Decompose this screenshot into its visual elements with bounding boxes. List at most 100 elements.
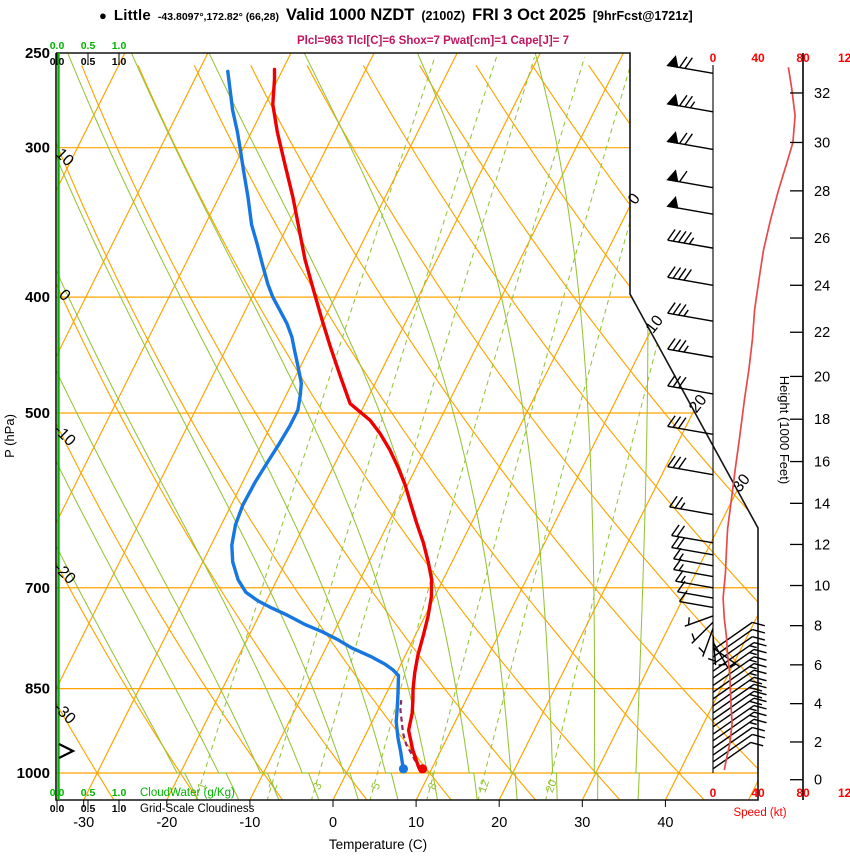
- wind-barb: [712, 628, 766, 658]
- wind-barb: [712, 690, 767, 721]
- temperature-tick-label: 10: [408, 815, 424, 831]
- temperature-tick-label: -10: [239, 815, 260, 831]
- moist-adiabat-line: [67, 53, 399, 800]
- speed-axis-title: Speed (kt): [733, 807, 786, 819]
- wind-barb: [712, 697, 767, 728]
- isotherm-line: [329, 53, 709, 800]
- wind-speed-curve: [722, 67, 796, 771]
- isotherm-line: [246, 53, 626, 800]
- parcel-path: [399, 700, 421, 770]
- wind-barb: [698, 628, 714, 657]
- pressure-tick-label: 300: [25, 140, 50, 157]
- surface-dewpoint-dot: [398, 764, 409, 774]
- forecast-run-info: [9hrFcst@1721z]: [592, 9, 693, 23]
- isotherm-line: [163, 53, 543, 800]
- wind-barb: [667, 338, 714, 358]
- speed-tick-label-top: 0: [710, 51, 717, 65]
- temperature-tick-label: 40: [657, 815, 673, 831]
- height-tick-label: 24: [814, 278, 830, 294]
- mixing-ratio-line: [369, 56, 586, 800]
- height-tick-label: 14: [814, 496, 830, 512]
- valid-date: FRI 3 Oct 2025: [472, 6, 586, 24]
- wind-barb: [678, 590, 714, 609]
- height-tick-label: 32: [814, 86, 830, 102]
- pressure-tick-label: 400: [25, 289, 50, 306]
- wind-barb: [684, 615, 714, 627]
- wind-barb: [712, 733, 766, 763]
- valid-time: Valid 1000 NZDT: [285, 6, 415, 24]
- wind-barb: [691, 621, 714, 644]
- valid-time-utc: (2100Z): [421, 9, 466, 23]
- mixing-ratio-line: [544, 56, 735, 800]
- sounding-profiles: [226, 67, 434, 774]
- isotherm-line: [496, 53, 758, 800]
- mixing-ratio-label: 20: [544, 778, 560, 794]
- height-tick-label: 30: [814, 135, 830, 151]
- height-tick-label: 8: [814, 619, 822, 635]
- sounding-parameters: Plcl=963 Tlcl[C]=6 Shox=7 Pwat[cm]=1 Cap…: [297, 35, 569, 47]
- cloudiness-scale-top: 0.0: [50, 56, 65, 68]
- pressure-tick-label: 850: [25, 681, 50, 698]
- moist-adiabat-line: [56, 53, 280, 800]
- temperature-tick-label: 20: [491, 815, 507, 831]
- dry-adiabat-line: [193, 65, 706, 800]
- surface-temperature-dot: [417, 764, 428, 774]
- wind-barb: [712, 621, 766, 651]
- wind-barb: [671, 536, 714, 556]
- mixing-ratio-line: [266, 56, 497, 800]
- temperature-tick-label: 30: [574, 815, 590, 831]
- station-bullet-icon: ●: [99, 8, 107, 23]
- height-tick-label: 2: [814, 735, 822, 751]
- pressure-axis-title: P (hPa): [2, 414, 17, 458]
- mixing-ratio-line: [310, 56, 536, 800]
- wind-barb: [667, 455, 714, 476]
- dry-adiabat-line: [81, 65, 538, 800]
- wind-barb: [671, 524, 714, 544]
- speed-tick-label-bottom: 120: [838, 786, 850, 800]
- isotherm-line: [662, 53, 758, 800]
- dry-adiabat-label: -20: [50, 559, 79, 587]
- wind-barb: [712, 635, 766, 665]
- dry-adiabat-label: -30: [50, 699, 79, 727]
- height-tick-label: 18: [814, 412, 830, 428]
- wind-barb: [666, 55, 714, 75]
- wind-barb: [712, 656, 767, 687]
- cloudwater-scale-top: 1.0: [112, 40, 127, 52]
- wind-barb: [712, 669, 767, 700]
- dry-adiabat-line: [137, 65, 622, 800]
- isotherm-line: [579, 53, 758, 800]
- mixing-ratio-line: [194, 56, 436, 800]
- height-tick-label: 0: [814, 773, 822, 789]
- moist-adiabat-line: [534, 53, 599, 800]
- height-tick-label: 4: [814, 697, 822, 713]
- dry-adiabat-line: [362, 65, 758, 800]
- cloudiness-scale-bottom: 0.0: [50, 803, 65, 815]
- height-tick-label: 6: [814, 658, 822, 674]
- wind-barb: [667, 229, 714, 249]
- speed-tick-label-top: 120: [838, 51, 850, 65]
- speed-tick-label-bottom: 40: [751, 786, 765, 800]
- dry-adiabat-line: [306, 65, 758, 800]
- wind-barb: [666, 169, 714, 189]
- wind-barb: [667, 302, 714, 322]
- wind-barb-panel: [666, 55, 767, 773]
- wind-barb: [667, 415, 714, 436]
- height-tick-label: 12: [814, 537, 830, 553]
- moist-adiabat-line: [56, 53, 240, 800]
- cloudwater-scale-bottom: 0.0: [50, 787, 65, 799]
- speed-tick-label-bottom: 80: [796, 786, 810, 800]
- cloudwater-scale-bottom: 1.0: [112, 787, 127, 799]
- surface-level-marker: [58, 743, 76, 759]
- height-tick-label: 22: [814, 325, 830, 341]
- wind-barb: [712, 711, 767, 742]
- height-tick-label: 26: [814, 231, 830, 247]
- cloudiness-scale-top: 1.0: [112, 56, 127, 68]
- dry-adiabat-line: [56, 65, 116, 800]
- wind-barb: [666, 195, 714, 215]
- wind-barb: [666, 93, 714, 113]
- moist-adiabat-line: [303, 53, 518, 800]
- height-tick-label: 28: [814, 184, 830, 200]
- pressure-tick-label: 700: [25, 580, 50, 597]
